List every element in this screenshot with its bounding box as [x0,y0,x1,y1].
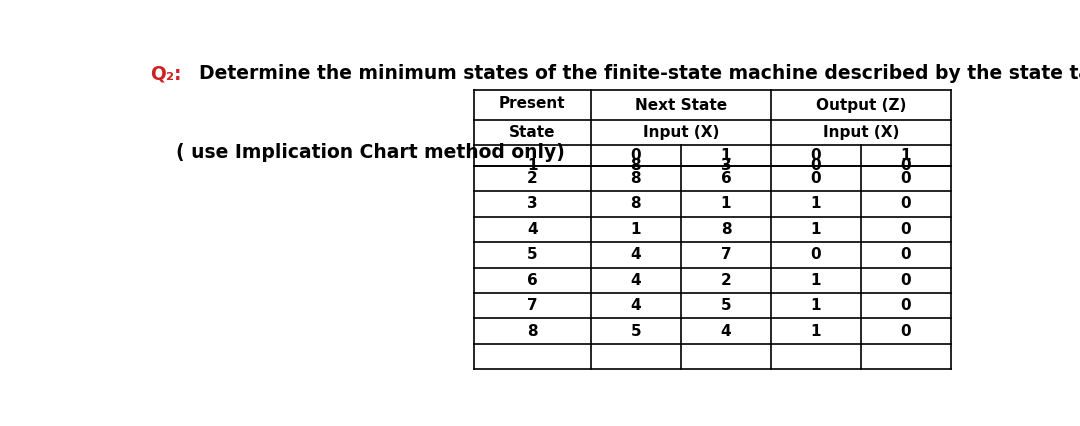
Text: 2: 2 [720,273,731,288]
Text: 5: 5 [631,324,642,339]
Text: 0: 0 [811,158,821,173]
Text: 0: 0 [901,273,912,288]
Text: Output (Z): Output (Z) [815,98,906,112]
Text: 1: 1 [811,324,821,339]
Text: 1: 1 [811,222,821,237]
Text: 8: 8 [631,196,642,211]
Text: 3: 3 [527,196,538,211]
Text: 1: 1 [811,273,821,288]
Text: 4: 4 [631,248,642,262]
Text: Input (X): Input (X) [823,125,900,140]
Text: Input (X): Input (X) [643,125,719,140]
Text: 7: 7 [527,298,538,313]
Text: 1: 1 [811,298,821,313]
Text: 0: 0 [811,171,821,186]
Text: 0: 0 [811,148,821,163]
Text: Determine the minimum states of the finite-state machine described by the state : Determine the minimum states of the fini… [186,64,1080,83]
Text: 4: 4 [631,298,642,313]
Text: 0: 0 [901,196,912,211]
Text: 0: 0 [901,298,912,313]
Text: 5: 5 [527,248,538,262]
Text: 1: 1 [527,158,538,173]
Text: 6: 6 [720,171,731,186]
Text: 4: 4 [720,324,731,339]
Text: 0: 0 [631,148,642,163]
Text: 1: 1 [631,222,642,237]
Text: 2: 2 [527,171,538,186]
Text: 4: 4 [527,222,538,237]
Text: 6: 6 [527,273,538,288]
Text: ( use Implication Chart method only): ( use Implication Chart method only) [150,143,565,162]
Text: 0: 0 [811,248,821,262]
Text: Present: Present [499,96,566,111]
Text: 4: 4 [631,273,642,288]
Text: 1: 1 [811,196,821,211]
Text: 5: 5 [720,298,731,313]
Text: 8: 8 [631,158,642,173]
Text: 8: 8 [527,324,538,339]
Text: 8: 8 [720,222,731,237]
Text: 1: 1 [720,196,731,211]
Text: 0: 0 [901,222,912,237]
Text: 8: 8 [631,171,642,186]
Text: 3: 3 [720,158,731,173]
Text: 7: 7 [720,248,731,262]
Text: 0: 0 [901,158,912,173]
Text: Next State: Next State [635,98,727,112]
Text: 0: 0 [901,324,912,339]
Text: 0: 0 [901,171,912,186]
Text: Q₂:: Q₂: [150,64,181,83]
Text: State: State [509,125,556,140]
Text: 1: 1 [901,148,912,163]
Text: 0: 0 [901,248,912,262]
Text: 1: 1 [720,148,731,163]
